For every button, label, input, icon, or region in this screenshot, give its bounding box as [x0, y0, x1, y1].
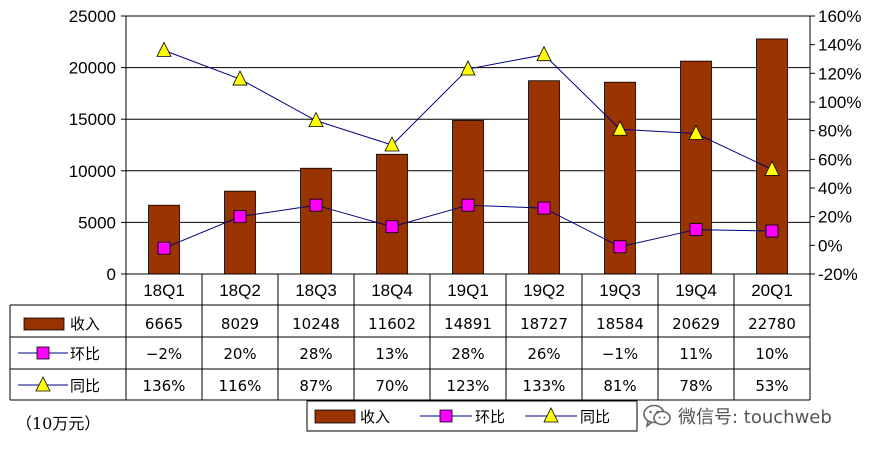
table-cell-revenue: 18727 — [520, 315, 568, 333]
x-tick-label: 18Q2 — [219, 281, 261, 300]
bar-19Q2 — [528, 80, 560, 275]
yoy-point-18Q4 — [384, 136, 400, 152]
table-cell-yoy: 123% — [447, 377, 490, 395]
legend-swatch-yoy — [543, 407, 559, 423]
y2-tick-label: 40% — [818, 179, 852, 198]
yoy-point-18Q1 — [156, 41, 172, 57]
table-cell-revenue: 20629 — [672, 315, 720, 333]
x-tick-label: 19Q4 — [675, 281, 717, 300]
watermark-text: 微信号: touchweb — [678, 407, 832, 428]
y-tick-label: 15000 — [69, 110, 116, 129]
table-cell-mom: 13% — [375, 345, 408, 363]
y2-tick-label: 160% — [818, 7, 861, 26]
table-cell-yoy: 53% — [755, 377, 788, 395]
y-tick-label: 0 — [107, 265, 116, 284]
yoy-point-20Q1 — [764, 160, 780, 176]
table-cell-yoy: 116% — [219, 377, 262, 395]
table-cell-mom: 28% — [299, 345, 332, 363]
x-tick-label: 18Q1 — [143, 281, 185, 300]
x-tick-label: 20Q1 — [751, 281, 793, 300]
x-tick-label: 19Q3 — [599, 281, 641, 300]
mom-point-18Q2 — [233, 210, 247, 224]
table-cell-revenue: 6665 — [145, 315, 183, 333]
legend-swatch-revenue — [314, 409, 356, 424]
table-cell-revenue: 8029 — [221, 315, 259, 333]
table-cell-yoy: 70% — [375, 377, 408, 395]
y2-tick-label: 20% — [818, 208, 852, 227]
bar-20Q1 — [756, 38, 788, 275]
mom-point-19Q3 — [613, 240, 627, 254]
table-cell-mom: 28% — [451, 345, 484, 363]
table-cell-mom: −1% — [602, 345, 638, 363]
y2-tick-label: 120% — [818, 64, 861, 83]
legend-label-revenue: 收入 — [360, 408, 390, 426]
y-tick-label: 5000 — [78, 213, 116, 232]
yoy-point-19Q2 — [536, 45, 552, 62]
y2-tick-label: -20% — [818, 265, 858, 284]
legend-swatch-mom — [439, 409, 453, 423]
table-cell-yoy: 81% — [603, 377, 636, 395]
y2-tick-label: 80% — [818, 122, 852, 141]
mom-point-18Q1 — [157, 241, 171, 255]
x-tick-label: 18Q4 — [371, 281, 413, 300]
x-tick-label: 19Q1 — [447, 281, 489, 300]
yoy-point-18Q3 — [308, 111, 324, 128]
y-tick-label: 25000 — [69, 7, 116, 26]
table-cell-mom: −2% — [146, 345, 182, 363]
mom-point-19Q4 — [689, 223, 703, 236]
yoy-point-18Q2 — [232, 70, 248, 86]
table-cell-mom: 11% — [679, 345, 712, 363]
table-cell-revenue: 10248 — [292, 315, 340, 333]
table-row-label: 环比 — [70, 345, 100, 363]
wechat-icon — [643, 404, 671, 428]
table-cell-revenue: 18584 — [596, 315, 644, 333]
mom-point-18Q3 — [309, 198, 323, 212]
y2-tick-label: 0% — [818, 236, 843, 255]
y2-tick-label: 140% — [818, 36, 861, 55]
mom-point-19Q1 — [461, 198, 475, 212]
table-key-revenue — [23, 317, 65, 331]
table-cell-mom: 10% — [755, 345, 788, 363]
legend-label-mom: 环比 — [475, 408, 505, 426]
bar-18Q2 — [224, 190, 256, 275]
plot-area — [125, 15, 811, 275]
yoy-point-19Q3 — [612, 120, 628, 136]
table-row-label: 同比 — [70, 377, 100, 395]
x-tick-label: 19Q2 — [523, 281, 565, 300]
table-cell-yoy: 87% — [299, 377, 332, 395]
mom-point-18Q4 — [385, 220, 399, 234]
legend-label-yoy: 同比 — [580, 408, 610, 426]
yoy-point-19Q1 — [460, 60, 476, 76]
table-cell-revenue: 22780 — [748, 315, 796, 333]
table-cell-mom: 20% — [223, 345, 256, 363]
y-tick-label: 20000 — [69, 59, 116, 78]
bar-18Q1 — [148, 204, 180, 275]
x-tick-label: 18Q3 — [295, 281, 337, 300]
bar-18Q3 — [300, 167, 332, 275]
unit-label: （10万元） — [16, 414, 101, 433]
y-tick-label: 10000 — [69, 162, 116, 181]
bar-19Q1 — [452, 119, 484, 275]
table-cell-yoy: 136% — [143, 377, 186, 395]
table-key-mom — [36, 346, 50, 360]
table-key-yoy — [35, 376, 51, 392]
y2-tick-label: 100% — [818, 93, 861, 112]
table-cell-yoy: 78% — [679, 377, 712, 395]
yoy-point-19Q4 — [688, 124, 704, 140]
bar-19Q4 — [680, 60, 712, 275]
table-cell-revenue: 14891 — [444, 315, 492, 333]
mom-point-19Q2 — [537, 201, 551, 215]
y2-tick-label: 60% — [818, 150, 852, 169]
table-row-label: 收入 — [70, 315, 100, 333]
table-cell-revenue: 11602 — [368, 315, 416, 333]
mom-point-20Q1 — [765, 224, 779, 238]
bar-18Q4 — [376, 153, 408, 275]
watermark: 微信号: touchweb — [642, 402, 832, 430]
table-cell-yoy: 133% — [523, 377, 566, 395]
table-cell-mom: 26% — [527, 345, 560, 363]
